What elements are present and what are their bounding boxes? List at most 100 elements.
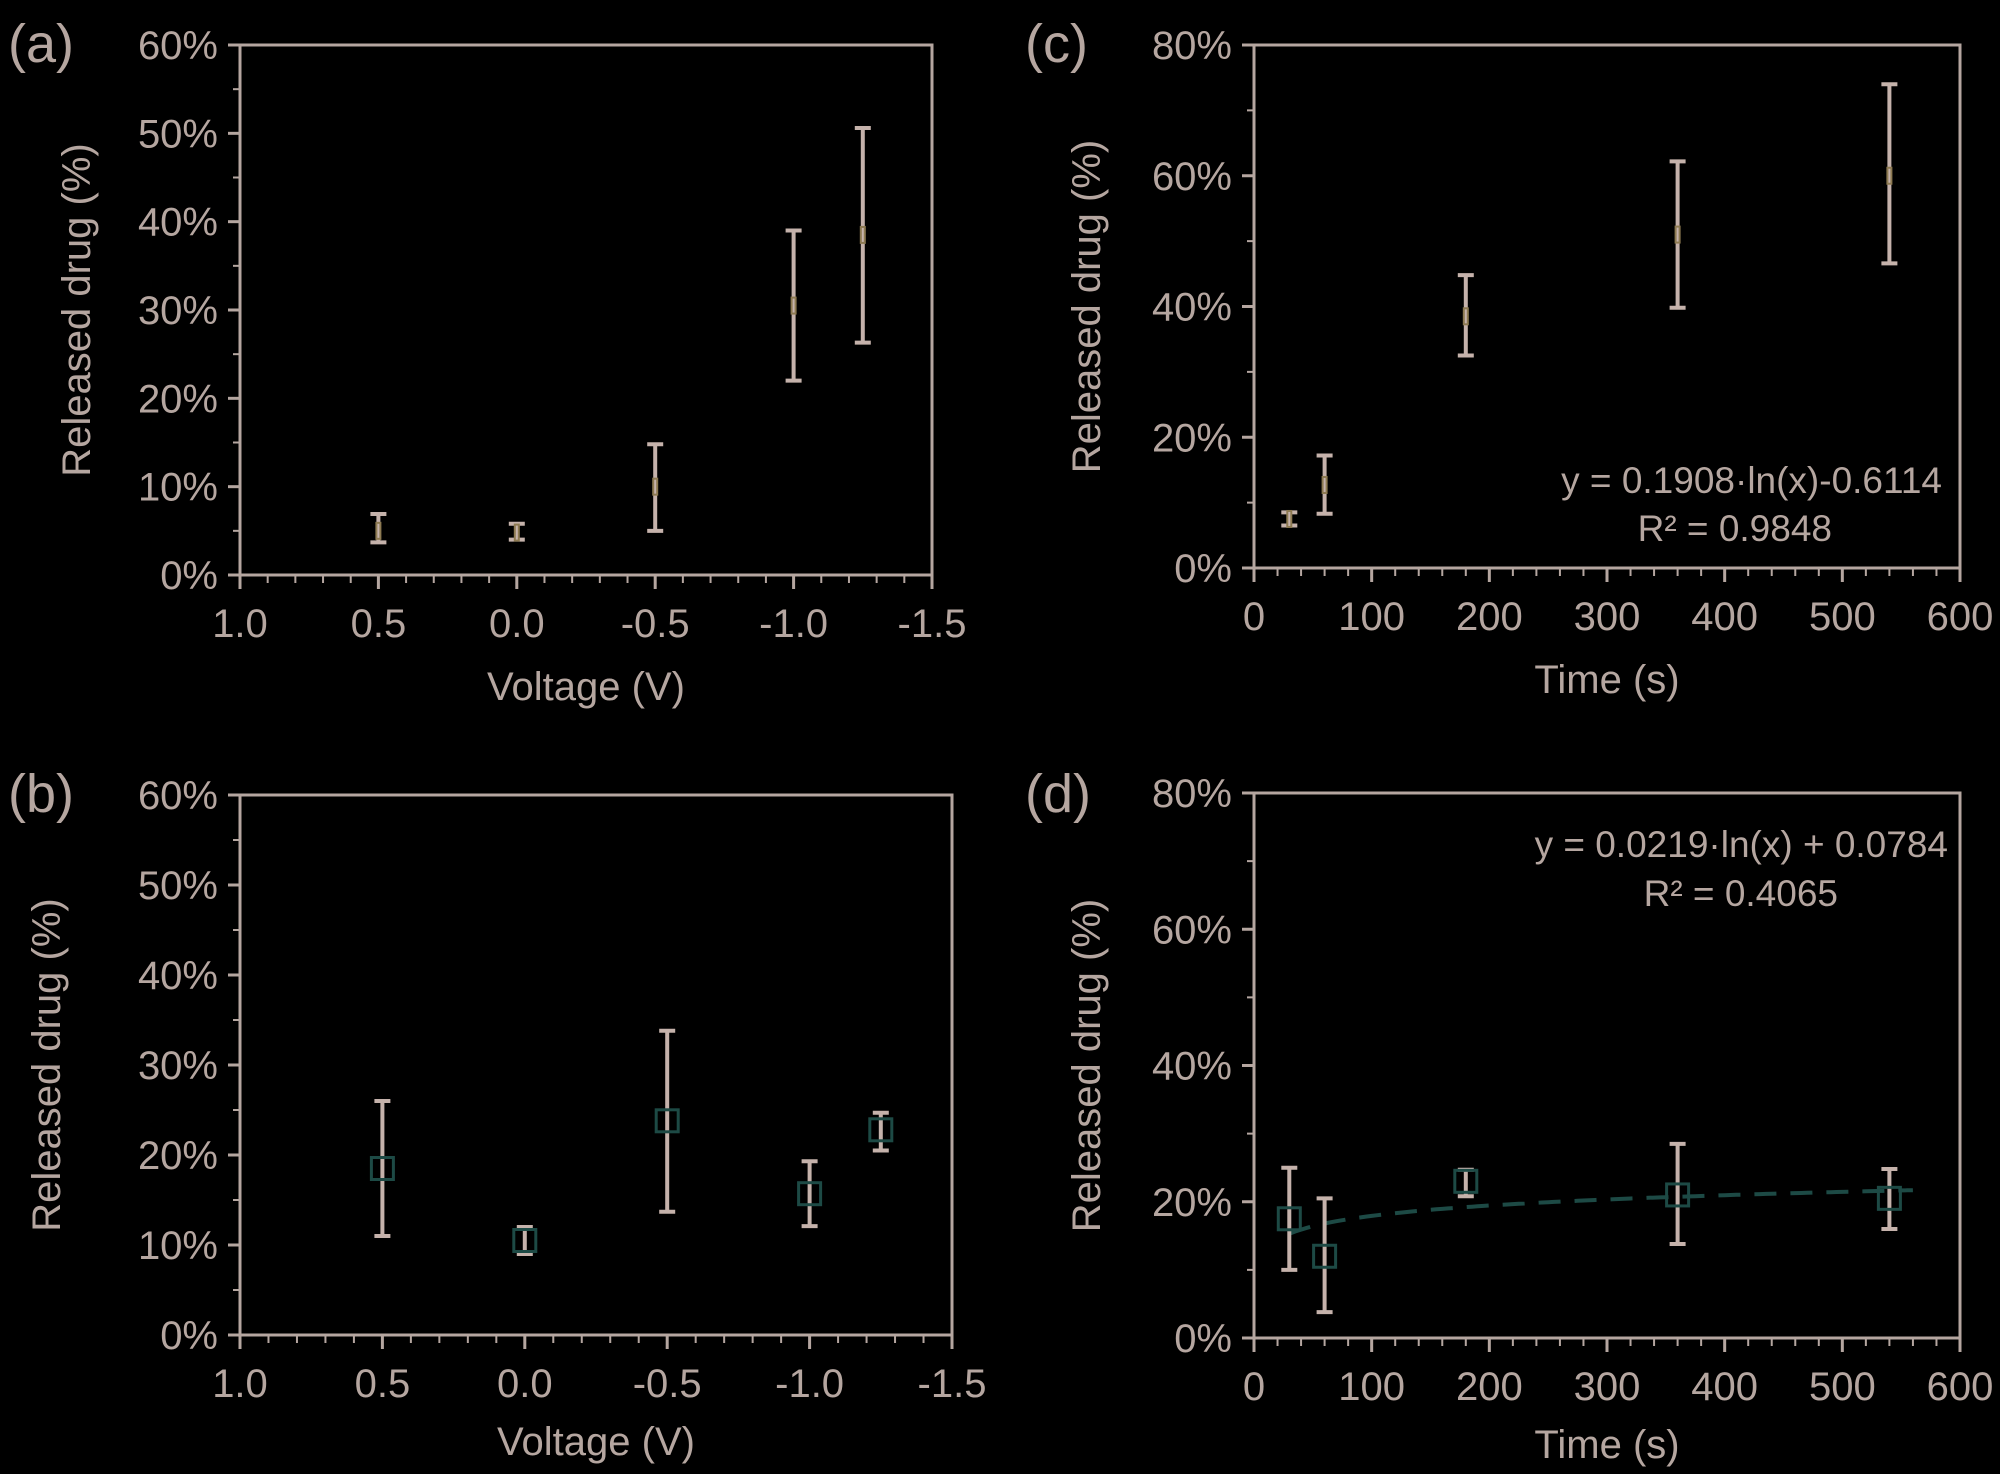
data-point [785, 228, 802, 383]
y-tick-label: 60% [1152, 155, 1232, 199]
trend-r2: R² = 0.9848 [1638, 508, 1832, 549]
trend-equation: y = 0.0219·ln(x) + 0.0784 [1535, 824, 1948, 865]
x-tick-label: 600 [1927, 1365, 1994, 1409]
data-point [512, 1225, 538, 1256]
point-marker [513, 523, 520, 542]
point-marker [512, 1228, 538, 1253]
x-tick-label: 300 [1574, 1365, 1641, 1409]
data-point [1881, 82, 1898, 266]
point-marker [1462, 307, 1469, 326]
data-point [1665, 1141, 1691, 1246]
trendline [1288, 1188, 1913, 1236]
data-point [854, 126, 871, 345]
data-point [1457, 273, 1474, 358]
x-tick-label: 600 [1927, 595, 1994, 639]
y-tick-label: 50% [138, 112, 218, 156]
data-point [370, 512, 387, 545]
data-point [1453, 1167, 1479, 1199]
x-tick-label: 1.0 [212, 1362, 268, 1406]
plot-frame [1252, 791, 1962, 1340]
y-tick-label: 40% [1152, 286, 1232, 330]
point-marker [652, 477, 659, 496]
x-tick-label: 500 [1809, 595, 1876, 639]
x-tick-label: -0.5 [633, 1362, 702, 1406]
chart-panel-a: 0% 10% 20% 30% 40% 50% 60% 1.0 0.5 0.0 -0.5 -1.0 -1.… [8, 14, 966, 709]
point-marker [654, 1108, 680, 1134]
y-tick-label: 20% [138, 1134, 218, 1178]
x-tick-label: 100 [1338, 595, 1405, 639]
x-tick-label: 0.0 [497, 1362, 553, 1406]
y-axis-title: Released drug (%) [1065, 899, 1109, 1233]
x-tick-label: 300 [1574, 595, 1641, 639]
y-tick-label: 60% [138, 24, 218, 68]
panel-label: (d) [1025, 764, 1091, 824]
x-tick-label: -1.5 [918, 1362, 987, 1406]
y-tick-label: 0% [1174, 1317, 1232, 1361]
chart-panel-b: 0% 10% 20% 30% 40% 50% 60% 1.0 0.5 0.0 -0.5 -1.0 -1.… [8, 764, 986, 1464]
x-tick-label: 200 [1456, 595, 1523, 639]
point-marker [1453, 1168, 1479, 1194]
point-marker [1276, 1206, 1302, 1232]
point-marker [1674, 225, 1681, 244]
data-point [508, 521, 525, 542]
x-axis-title: Voltage (V) [497, 1420, 695, 1464]
x-tick-label: 100 [1338, 1365, 1405, 1409]
y-tick-label: 80% [1152, 772, 1232, 816]
data-point [797, 1159, 823, 1229]
data-point [1312, 1196, 1338, 1315]
point-marker [1665, 1182, 1691, 1208]
y-tick-label: 10% [138, 1224, 218, 1268]
y-tick-label: 80% [1152, 24, 1232, 68]
x-tick-label: 0.5 [351, 602, 407, 646]
y-tick-label: 40% [138, 954, 218, 998]
x-tick-label: 1.0 [212, 602, 268, 646]
data-point [647, 442, 664, 533]
x-tick-label: 0 [1243, 1365, 1265, 1409]
data-point [868, 1110, 894, 1153]
point-marker [797, 1181, 823, 1207]
y-tick-label: 20% [1152, 416, 1232, 460]
plot-frame [238, 793, 954, 1337]
point-marker [369, 1156, 395, 1181]
point-marker [790, 296, 797, 315]
y-tick-label: 20% [1152, 1181, 1232, 1225]
point-marker [1321, 475, 1328, 494]
data-point [1281, 509, 1298, 528]
point-marker [868, 1117, 894, 1143]
x-tick-label: -1.5 [898, 602, 967, 646]
x-axis-title: Time (s) [1534, 1423, 1679, 1467]
x-tick-label: 200 [1456, 1365, 1523, 1409]
y-tick-label: 30% [138, 289, 218, 333]
x-tick-label: 400 [1691, 1365, 1758, 1409]
data-point [1316, 453, 1333, 516]
y-tick-label: 50% [138, 864, 218, 908]
trend-r2: R² = 0.4065 [1644, 873, 1838, 914]
y-tick-label: 0% [160, 1314, 218, 1358]
panel-label: (b) [8, 764, 74, 824]
chart-panel-c: 0% 20% 40% 60% 80% 0 100 200 300 400 500 600 Time (s… [1025, 14, 1993, 702]
x-axis-title: Time (s) [1534, 658, 1679, 702]
y-axis-title: Released drug (%) [55, 143, 99, 477]
point-marker [859, 225, 866, 244]
x-tick-label: -1.0 [759, 602, 828, 646]
x-tick-label: -0.5 [621, 602, 690, 646]
point-marker [1286, 509, 1293, 528]
data-point [1876, 1167, 1902, 1231]
point-marker [1312, 1243, 1338, 1269]
panel-label: (c) [1025, 14, 1088, 74]
x-tick-label: -1.0 [775, 1362, 844, 1406]
data-point [654, 1028, 680, 1214]
trend-equation: y = 0.1908·ln(x)-0.6114 [1561, 460, 1942, 501]
data-point [1669, 159, 1686, 310]
y-tick-label: 10% [138, 466, 218, 510]
plot-frame [238, 43, 934, 577]
y-tick-label: 40% [138, 201, 218, 245]
y-axis-title: Released drug (%) [25, 898, 69, 1232]
point-marker [1876, 1185, 1902, 1211]
y-tick-label: 30% [138, 1044, 218, 1088]
y-axis-title: Released drug (%) [1065, 140, 1109, 474]
x-axis-title: Voltage (V) [487, 665, 685, 709]
x-tick-label: 400 [1691, 595, 1758, 639]
y-tick-label: 0% [1174, 547, 1232, 591]
